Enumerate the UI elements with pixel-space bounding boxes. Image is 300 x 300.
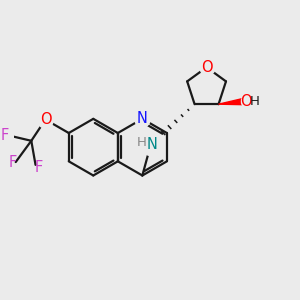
Text: F: F [0, 128, 8, 142]
Text: O: O [201, 60, 212, 75]
Text: F: F [9, 154, 17, 169]
Text: H: H [250, 95, 260, 108]
Text: O: O [240, 94, 252, 109]
Text: N: N [137, 111, 148, 126]
Text: F: F [34, 160, 43, 175]
Text: O: O [40, 112, 51, 127]
Polygon shape [219, 98, 246, 105]
Text: H: H [137, 136, 147, 149]
Text: N: N [147, 137, 158, 152]
